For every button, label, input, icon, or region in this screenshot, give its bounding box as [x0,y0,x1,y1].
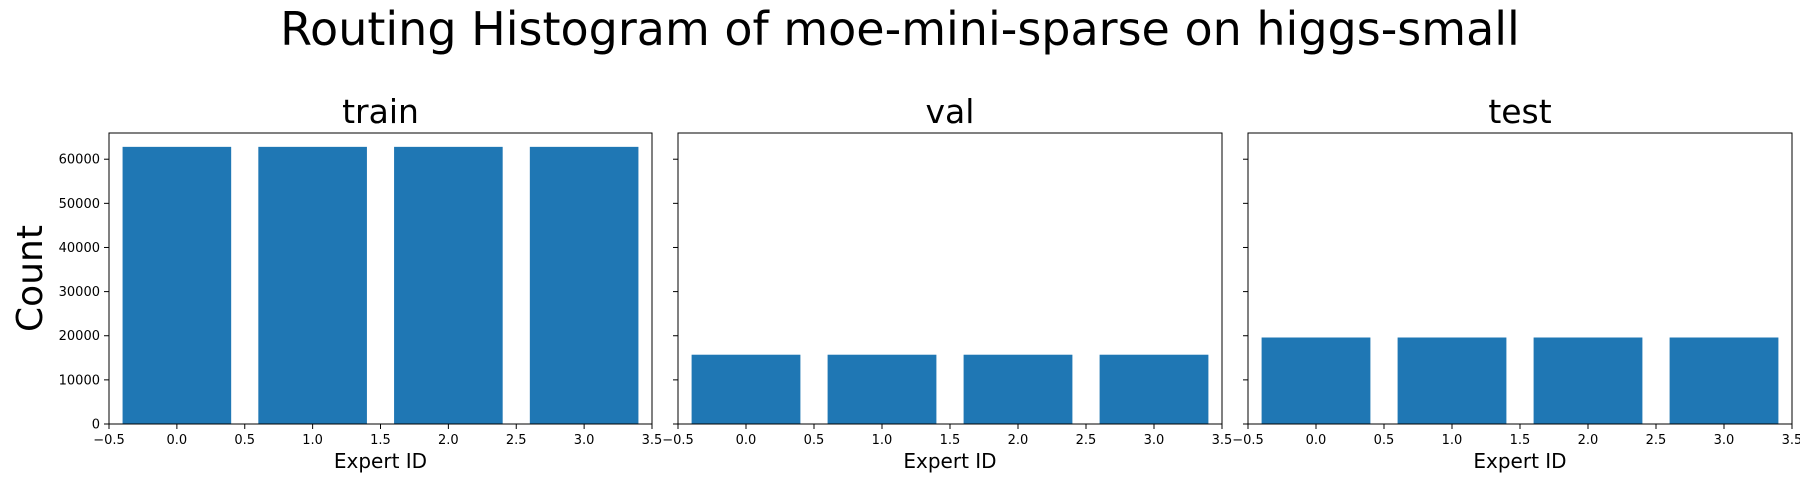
x-tick-label: 2.5 [1076,433,1097,448]
bar [1099,354,1209,424]
y-tick-label: 10000 [59,373,100,388]
x-tick-label: 1.0 [872,433,893,448]
bar [827,354,937,424]
x-axis-label: Expert ID [1473,449,1566,473]
y-tick-label: 30000 [59,285,100,300]
x-tick-label: 3.0 [574,433,595,448]
x-tick-label: 1.0 [302,433,323,448]
subplot-val: −0.5 0.0 0.5 1.0 1.5 2.0 2.5 3.0 3.5 val Expert ID [662,92,1232,473]
bar [1533,337,1643,424]
x-tick-label: 0.5 [1374,433,1395,448]
x-tick-label: 1.5 [940,433,961,448]
x-tick-label: 2.0 [1578,433,1599,448]
bar [1397,337,1507,424]
subplot-test: −0.5 0.0 0.5 1.0 1.5 2.0 2.5 3.0 3.5 test Expert I… [1232,92,1800,473]
x-tick-label: −0.5 [1232,433,1264,448]
x-tick-label: 0.0 [167,433,188,448]
x-tick-label: 3.0 [1144,433,1165,448]
x-tick-label: 0.0 [736,433,757,448]
bar [1261,337,1371,424]
bar [529,146,639,424]
x-tick-label: −0.5 [93,433,125,448]
x-tick-label: 1.5 [370,433,391,448]
x-tick-label: 3.5 [642,433,663,448]
bar [691,354,801,424]
x-tick-label: 0.5 [234,433,255,448]
x-tick-label: 3.5 [1212,433,1233,448]
subplot-title: val [926,92,975,131]
bar [122,146,232,424]
bar [963,354,1073,424]
x-axis-label: Expert ID [334,449,427,473]
x-tick-label: 3.0 [1714,433,1735,448]
chart-suptitle: Routing Histogram of moe-mini-sparse on … [280,2,1520,56]
x-tick-label: 0.0 [1306,433,1327,448]
y-tick-label: 20000 [59,329,100,344]
bar [258,146,367,424]
x-axis-label: Expert ID [903,449,996,473]
x-tick-label: 2.5 [1646,433,1667,448]
y-tick-label: 0 [92,418,100,433]
x-tick-label: −0.5 [662,433,694,448]
subplot-train: −0.5 0.0 0.5 1.0 1.5 2.0 2.5 3.0 3.5 0 10000 20000 3… [10,92,662,473]
x-tick-label: 1.5 [1510,433,1531,448]
x-tick-label: 3.5 [1782,433,1800,448]
x-tick-label: 0.5 [804,433,825,448]
x-tick-label: 2.5 [506,433,527,448]
x-tick-label: 2.0 [1008,433,1029,448]
x-tick-label: 2.0 [438,433,459,448]
y-tick-label: 60000 [59,153,100,168]
y-tick-label: 40000 [59,241,100,256]
bar [1669,337,1779,424]
subplot-title: test [1488,92,1551,131]
y-axis-label: Count [10,225,51,332]
subplot-title: train [342,92,419,131]
x-tick-label: 1.0 [1442,433,1463,448]
y-tick-label: 50000 [59,197,100,212]
bar [394,146,503,424]
